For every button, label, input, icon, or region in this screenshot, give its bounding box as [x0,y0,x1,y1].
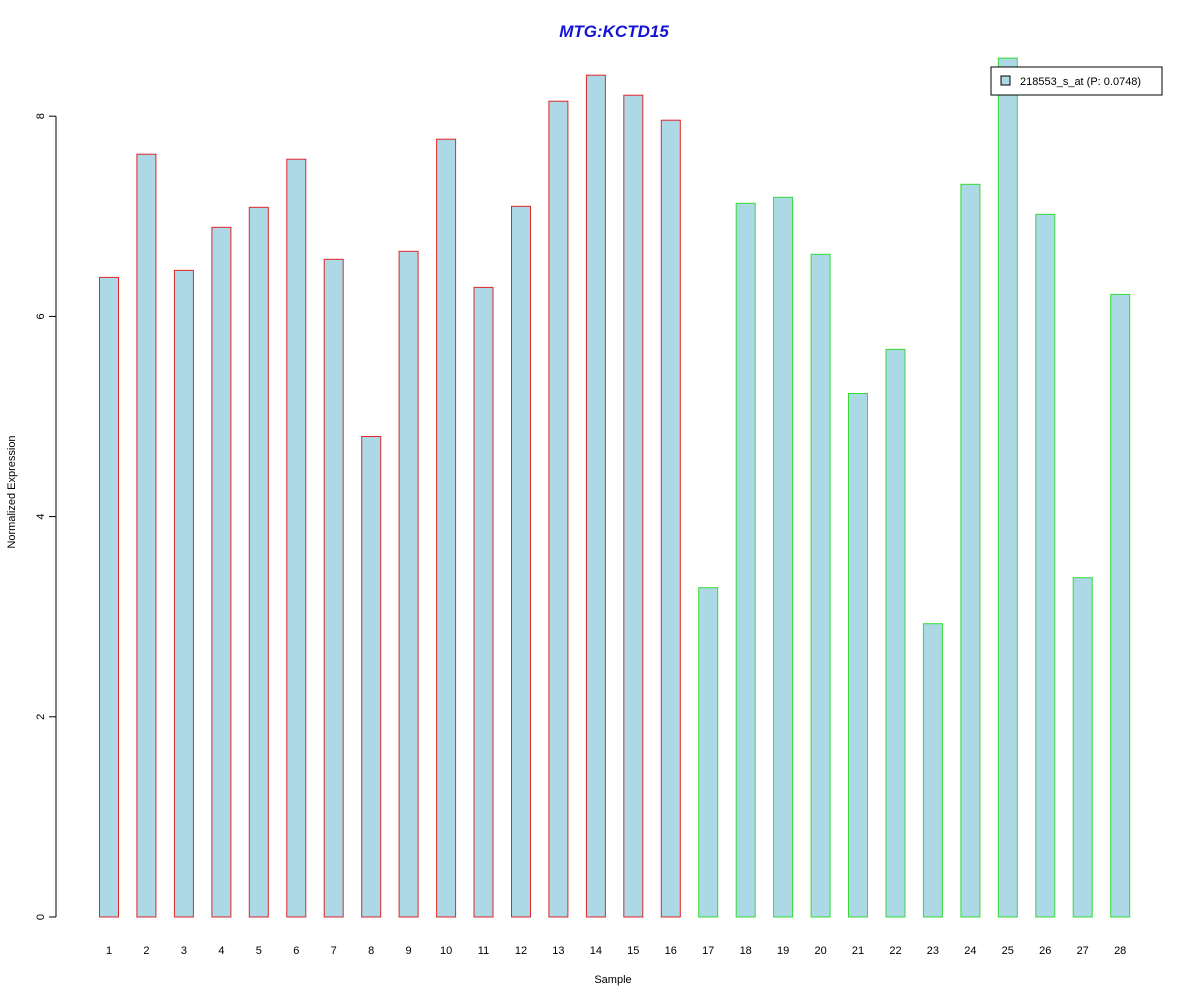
y-tick-label: 0 [35,914,47,920]
x-tick-label: 25 [1002,945,1014,957]
x-tick-label: 6 [293,945,299,957]
bar-sample-3 [173,269,194,918]
y-tick-label: 2 [35,714,47,720]
x-axis-label: Sample [594,974,631,986]
x-tick-label: 27 [1077,945,1089,957]
y-tick-label: 6 [35,313,47,319]
bar-sample-25 [997,57,1018,918]
x-axis: 1 2 3 4 5 6 7 8 9 10 11 12 13 14 15 16 17 18 19 20 21 22 23 24 2… [106,945,1126,957]
y-axis: 0 2 4 6 8 [35,113,57,920]
bar-sample-16 [660,119,681,918]
bar-sample-6 [286,158,307,918]
x-tick-label: 12 [515,945,527,957]
bar-sample-1 [99,276,119,918]
bar-sample-5 [248,206,269,918]
x-tick-label: 1 [106,945,112,957]
bars [99,57,1131,918]
bar-sample-13 [548,100,569,918]
bar-sample-11 [473,286,494,918]
x-tick-label: 28 [1114,945,1126,957]
bar-sample-10 [436,138,457,918]
bar-sample-15 [623,94,644,918]
x-tick-label: 18 [740,945,752,957]
legend: 218553_s_at (P: 0.0748) [990,66,1163,96]
x-tick-label: 3 [181,945,187,957]
x-tick-label: 19 [777,945,789,957]
y-tick-label: 8 [35,113,47,119]
x-tick-label: 5 [256,945,262,957]
bar-sample-19 [773,196,794,918]
x-tick-label: 7 [331,945,337,957]
bar-sample-14 [585,74,606,918]
x-tick-label: 16 [665,945,677,957]
chart-title: MTG:KCTD15 [559,22,669,41]
bar-sample-9 [398,250,419,918]
x-tick-label: 17 [702,945,714,957]
y-tick-label: 4 [35,514,47,520]
bar-sample-4 [211,226,232,918]
x-tick-label: 26 [1039,945,1051,957]
x-tick-label: 20 [814,945,826,957]
y-axis-label: Normalized Expression [6,435,18,548]
bar-sample-26 [1035,213,1056,918]
x-tick-label: 10 [440,945,452,957]
bar-sample-20 [810,253,831,918]
x-tick-label: 13 [552,945,564,957]
bar-sample-24 [960,183,981,918]
bar-sample-12 [511,205,531,918]
bar-sample-7 [323,258,344,918]
x-tick-label: 9 [406,945,412,957]
bar-sample-27 [1072,577,1093,918]
bar-sample-28 [1110,293,1131,918]
legend-box [990,66,1163,96]
bar-sample-8 [361,436,382,918]
x-tick-label: 14 [590,945,602,957]
x-tick-label: 2 [143,945,149,957]
bar-sample-21 [848,393,868,918]
x-tick-label: 24 [964,945,976,957]
bar-sample-2 [136,153,157,918]
x-tick-label: 8 [368,945,374,957]
x-tick-label: 11 [478,945,489,957]
x-tick-label: 21 [852,945,864,957]
bar-sample-18 [735,202,756,918]
bar-sample-23 [922,623,943,918]
legend-swatch [1000,75,1011,86]
x-tick-label: 23 [927,945,939,957]
bar-sample-22 [885,348,906,918]
bar-sample-17 [698,587,719,918]
x-tick-label: 15 [627,945,639,957]
x-tick-label: 4 [218,945,224,957]
legend-label: 218553_s_at (P: 0.0748) [1020,76,1141,88]
x-tick-label: 22 [889,945,901,957]
